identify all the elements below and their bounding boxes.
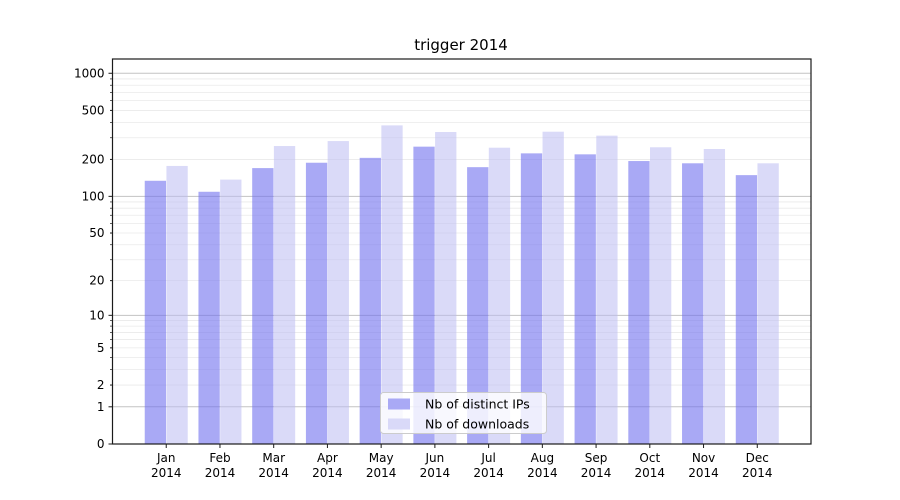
x-tick-label-month: Mar <box>262 451 285 465</box>
y-tick-label: 0 <box>97 437 105 451</box>
bar-downloads-jun <box>435 132 457 445</box>
x-tick-label-month: Dec <box>746 451 769 465</box>
x-tick-label-month: Oct <box>639 451 660 465</box>
x-tick-label-month: Sep <box>585 451 608 465</box>
y-tick-label: 20 <box>89 274 104 288</box>
x-tick-label-month: Jan <box>156 451 176 465</box>
y-tick-label: 50 <box>89 226 104 240</box>
bar-distinct-ips-jul <box>467 167 489 445</box>
x-tick-label-year: 2014 <box>366 466 397 480</box>
x-tick-label-month: Apr <box>317 451 338 465</box>
bar-distinct-ips-sep <box>574 154 596 444</box>
x-tick-label-month: Aug <box>531 451 554 465</box>
legend-label-downloads: Nb of downloads <box>425 417 529 432</box>
bar-downloads-mar <box>273 146 296 444</box>
bar-downloads-apr <box>327 141 349 444</box>
bar-distinct-ips-jan <box>144 180 167 444</box>
bar-downloads-jul <box>488 147 511 445</box>
x-tick-label-year: 2014 <box>258 466 289 480</box>
x-tick-label-year: 2014 <box>151 466 182 480</box>
y-tick-label: 1 <box>97 400 105 414</box>
x-tick-label-year: 2014 <box>635 466 666 480</box>
bar-distinct-ips-nov <box>682 163 704 444</box>
bar-downloads-feb <box>220 179 242 444</box>
legend-box <box>380 392 547 434</box>
x-tick-label-year: 2014 <box>205 466 236 480</box>
y-tick-label: 1000 <box>74 66 105 80</box>
y-tick-label: 10 <box>89 308 104 322</box>
y-tick-label: 100 <box>82 189 105 203</box>
bar-distinct-ips-aug <box>520 153 543 444</box>
axes-layer <box>108 58 812 448</box>
bars-layer <box>144 125 779 445</box>
bar-downloads-dec <box>757 163 779 444</box>
legend-swatch-downloads <box>388 418 410 430</box>
bar-downloads-jan <box>166 165 188 445</box>
bar-distinct-ips-feb <box>198 191 220 444</box>
labels-layer: 01251020501002005001000Jan2014Feb2014Mar… <box>74 66 773 480</box>
x-tick-label-year: 2014 <box>473 466 504 480</box>
bar-downloads-aug <box>542 131 564 445</box>
legend-swatch-distinct-ips <box>388 398 410 410</box>
x-tick-label-year: 2014 <box>742 466 773 480</box>
chart-title: trigger 2014 <box>414 36 508 54</box>
x-tick-label-month: May <box>369 451 394 465</box>
bar-distinct-ips-jun <box>413 146 435 445</box>
y-tick-label: 5 <box>97 341 105 355</box>
bar-downloads-may <box>381 125 403 445</box>
bar-distinct-ips-dec <box>735 175 758 444</box>
legend-label-distinct-ips: Nb of distinct IPs <box>425 397 530 412</box>
x-tick-label-year: 2014 <box>312 466 343 480</box>
bar-distinct-ips-oct <box>628 161 650 445</box>
bar-distinct-ips-apr <box>305 162 328 444</box>
y-tick-label: 200 <box>82 152 105 166</box>
legend: Nb of distinct IPs Nb of downloads <box>380 392 547 434</box>
y-tick-label: 500 <box>82 103 105 117</box>
bar-downloads-nov <box>703 149 726 444</box>
x-tick-label-year: 2014 <box>420 466 451 480</box>
bar-distinct-ips-mar <box>252 168 274 444</box>
x-tick-label-month: Nov <box>692 451 715 465</box>
y-tick-label: 2 <box>97 378 105 392</box>
plot-border <box>111 58 812 445</box>
x-tick-label-month: Jul <box>480 451 495 465</box>
x-tick-label-year: 2014 <box>688 466 719 480</box>
x-tick-label-year: 2014 <box>581 466 612 480</box>
bar-downloads-sep <box>596 135 618 444</box>
x-tick-label-year: 2014 <box>527 466 558 480</box>
bar-downloads-oct <box>650 147 672 444</box>
x-tick-label-month: Feb <box>209 451 230 465</box>
bar-distinct-ips-may <box>359 157 381 444</box>
x-tick-label-month: Jun <box>425 451 445 465</box>
